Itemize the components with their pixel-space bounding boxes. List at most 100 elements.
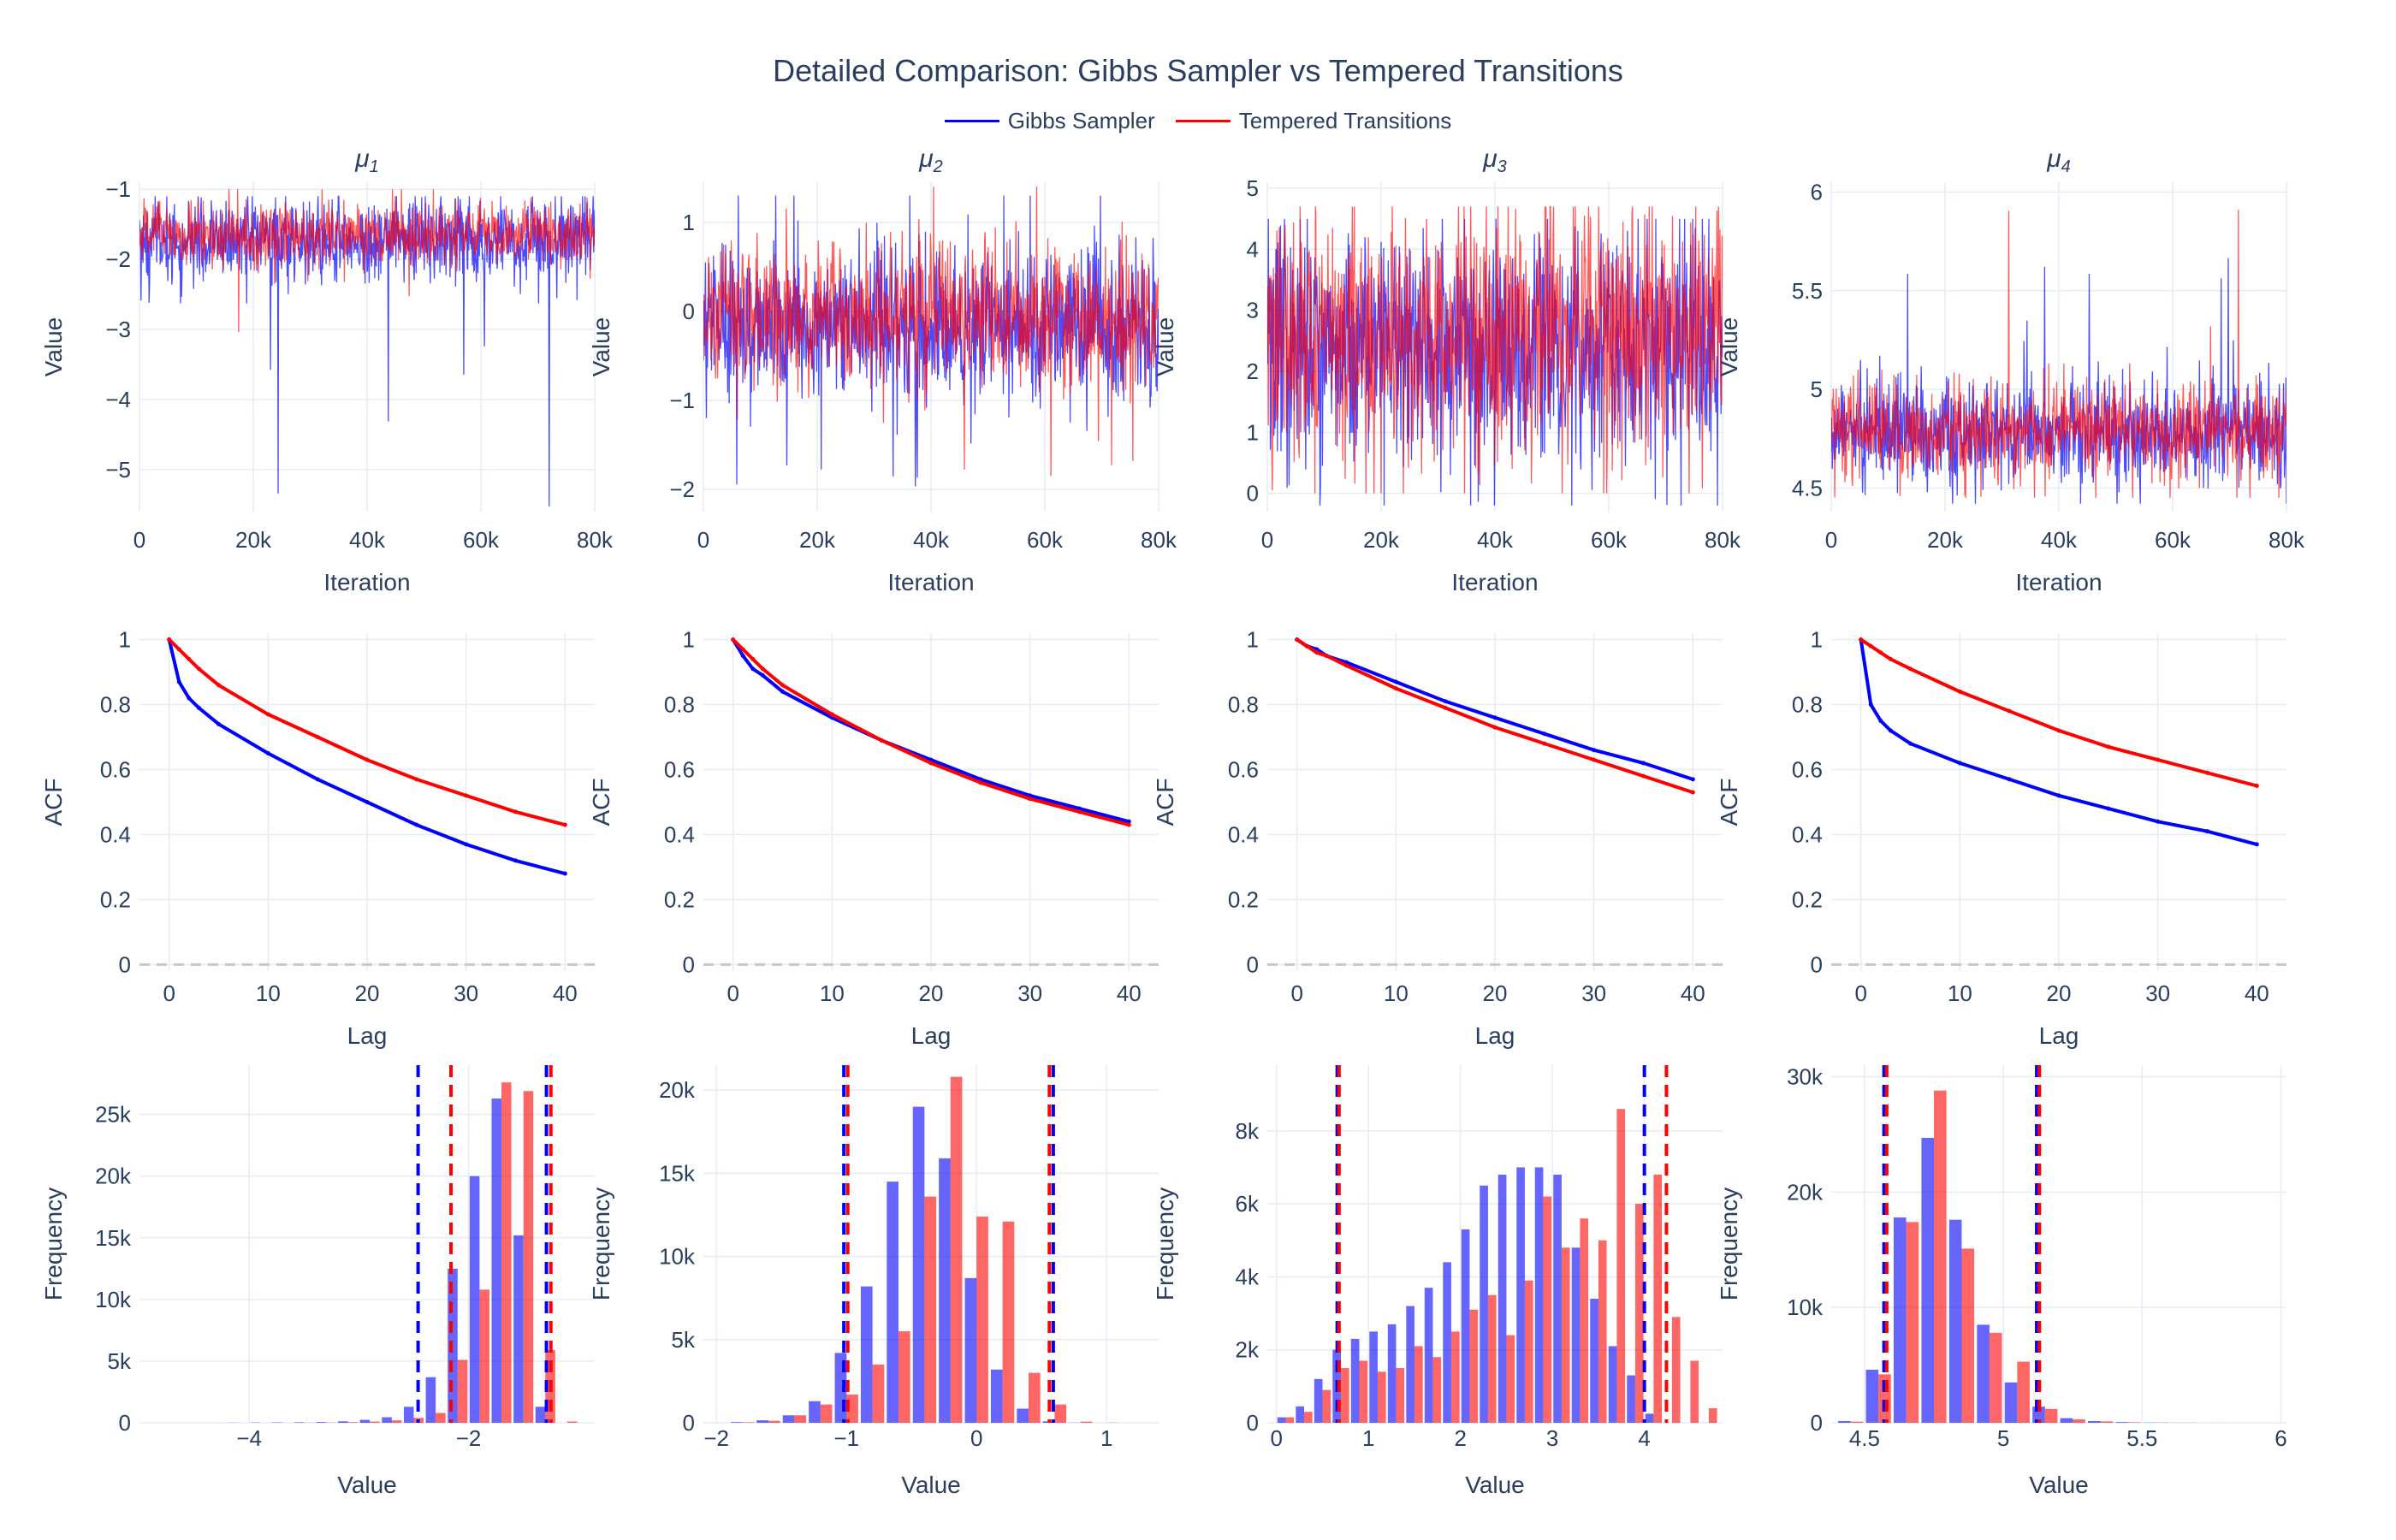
y-tick-label: 0.6 [664,757,695,783]
y-axis-title: ACF [1152,779,1178,826]
hist-bar-tempered [436,1413,446,1423]
x-tick-label: 20 [919,980,944,1006]
x-tick-label: 20k [799,527,836,553]
y-tick-label: 5k [108,1348,132,1374]
subplot-title: μ3 [1482,145,1507,176]
hist-bar-gibbs [887,1182,898,1423]
y-tick-label: 1 [1811,627,1823,653]
acf-point [365,757,370,762]
y-tick-label: 2k [1236,1337,1260,1363]
x-axis-title: Lag [2039,1022,2079,1049]
acf-point [1908,666,1913,672]
x-tick-label: 40 [2245,980,2269,1006]
acf-point [780,689,786,694]
acf-point [1878,719,1883,724]
y-tick-label: 0.2 [100,886,131,912]
hist-bar-gibbs [2088,1420,2101,1423]
x-tick-label: 20k [235,527,272,553]
y-tick-label: 0 [1811,951,1823,977]
y-tick-label: −4 [105,387,131,412]
hist-bar-gibbs [860,1286,873,1423]
y-tick-label: 10k [95,1287,132,1312]
acf-line-gibbs [1859,639,2257,846]
legend-swatch-gibbs [944,120,999,122]
hist-bar-tempered [1598,1240,1607,1423]
hist-bar-gibbs [1977,1324,1990,1423]
y-tick-label: 0 [1247,481,1259,506]
x-tick-label: 40k [1477,527,1514,553]
x-tick-label: 20 [1483,980,1508,1006]
subplot-title-subscript: 3 [1498,157,1507,176]
y-tick-label: 1 [1247,419,1259,445]
hist-bar-gibbs [1017,1408,1029,1423]
hist-bar-gibbs [912,1106,925,1423]
y-tick-label: 0 [119,1410,131,1436]
y-axis-title: Value [1716,317,1742,377]
x-tick-label: 10 [820,980,845,1006]
x-axis-title: Value [901,1472,961,1498]
hist-bar-tempered [1432,1357,1442,1423]
y-tick-label: 6 [1811,180,1823,205]
trace-line-tempered [1831,210,2286,498]
hist-bar-tempered [501,1082,512,1423]
x-tick-label: 40 [1117,980,1142,1006]
hist-bar-tempered [2044,1408,2058,1423]
hist-bar-gibbs [964,1277,977,1423]
hist-bar-tempered [1414,1346,1423,1423]
hist-bar-tempered [1002,1221,1015,1423]
y-tick-label: 15k [659,1160,696,1186]
x-tick-label: 20 [2047,980,2072,1006]
x-tick-label: 5.5 [2126,1425,2157,1451]
y-axis-title: Frequency [1716,1188,1742,1300]
acf-point [2254,784,2259,789]
acf-point [1888,728,1893,733]
x-axis-title: Lag [1475,1022,1515,1049]
legend-swatch-tempered [1175,120,1231,122]
hist-bar-tempered [391,1420,402,1423]
x-axis-title: Lag [347,1022,388,1049]
y-tick-label: 8k [1236,1118,1260,1144]
acf-point [740,647,745,652]
subplot-3-1: 0 5k 10k 15k 20k 25k −4 −2 Value Frequency [40,1065,595,1498]
acf-point [265,751,270,756]
hist-bar-tempered [2100,1421,2114,1423]
hist-bar-tempered [872,1364,885,1423]
x-axis-title: Value [2029,1472,2089,1498]
acf-point [315,735,320,740]
acf-point [1957,689,1962,694]
plot-marks [1267,205,1723,506]
hist-bar-tempered [1054,1404,1067,1423]
y-tick-label: 0.6 [1792,757,1823,783]
plot-marks [228,1065,578,1423]
y-tick-label: 5 [1247,175,1259,201]
acf-point [2056,728,2061,733]
acf-line-tempered [168,638,566,827]
acf-point [464,842,469,847]
hist-bar-tempered [1377,1371,1386,1423]
hist-bar-gibbs [782,1415,795,1423]
acf-point [760,666,765,672]
x-tick-label: 20 [355,980,380,1006]
x-tick-label: 0 [970,1425,982,1451]
acf-point [1393,686,1398,691]
acf-point [2056,793,2061,798]
acf-point [780,683,786,688]
legend-item-tempered[interactable]: Tempered Transitions [1175,108,1451,134]
subplot-3-2: 0 5k 10k 15k 20k −2 −1 0 1 Value Frequency [588,1065,1159,1498]
y-tick-label: 0.8 [1792,692,1823,718]
hist-bar-gibbs [1921,1137,1935,1423]
legend-item-gibbs[interactable]: Gibbs Sampler [944,108,1155,134]
plot-marks [703,637,1159,966]
y-tick-label: 0.2 [664,886,695,912]
acf-point [1076,806,1082,811]
hist-bar-tempered [2128,1422,2141,1423]
hist-bar-tempered [1906,1222,1919,1423]
acf-point [1690,777,1695,782]
hist-bar-gibbs [513,1235,524,1423]
acf-point [1690,790,1695,795]
hist-bar-tempered [1634,1204,1644,1423]
trace-line-tempered [139,189,595,333]
hist-bar-gibbs [809,1401,821,1423]
acf-point [167,637,172,643]
